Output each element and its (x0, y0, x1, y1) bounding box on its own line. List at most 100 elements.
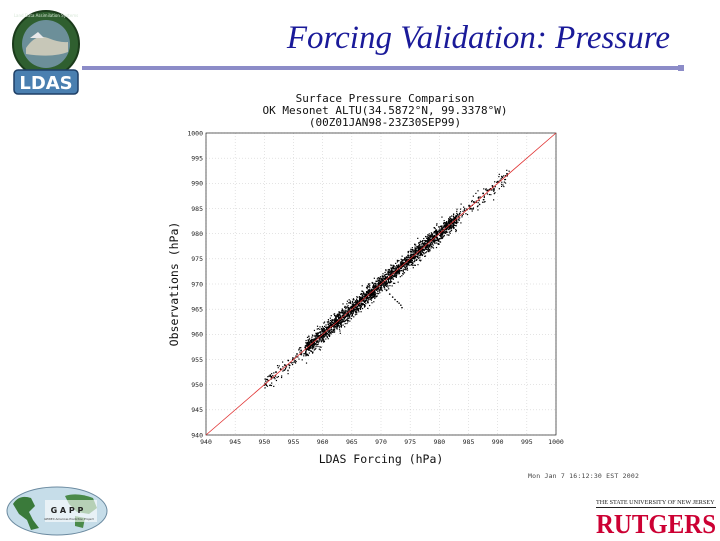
scatter-point (345, 308, 347, 310)
scatter-point (414, 264, 417, 266)
scatter-point (318, 331, 321, 333)
scatter-point (431, 242, 434, 244)
scatter-point (402, 270, 404, 272)
scatter-point (320, 332, 322, 334)
scatter-point (413, 253, 415, 256)
scatter-point (377, 277, 379, 279)
scatter-point (501, 183, 503, 185)
scatter-point (396, 261, 398, 263)
scatter-point (338, 326, 341, 328)
scatter-point (387, 285, 389, 287)
scatter-point (408, 263, 410, 265)
scatter-point (501, 175, 503, 177)
scatter-point (341, 314, 344, 316)
scatter-point (345, 310, 348, 312)
scatter-point (395, 276, 397, 278)
scatter-point (374, 285, 377, 287)
scatter-point (443, 219, 445, 222)
scatter-point (346, 319, 349, 321)
scatter-point (391, 270, 393, 272)
scatter-point (395, 262, 397, 264)
scatter-point (425, 240, 427, 242)
scatter-point (333, 329, 336, 331)
scatter-point (323, 322, 325, 324)
scatter-point (371, 290, 373, 292)
scatter-point (445, 230, 447, 233)
scatter-point (407, 252, 409, 254)
scatter-point (411, 247, 413, 249)
scatter-point (410, 254, 413, 256)
scatter-point (444, 231, 446, 234)
scatter-point (372, 285, 374, 287)
scatter-point (388, 278, 390, 280)
scatter-point (377, 280, 379, 282)
scatter-point (384, 284, 386, 286)
scatter-point (414, 251, 416, 254)
scatter-point (343, 311, 345, 313)
scatter-point (364, 301, 367, 303)
scatter-point (404, 257, 406, 259)
scatter-point (384, 281, 386, 283)
scatter-point (479, 196, 481, 198)
scatter-point (392, 270, 395, 273)
scatter-point (352, 305, 354, 307)
scatter-point (445, 228, 447, 230)
scatter-point (443, 222, 445, 224)
scatter-point (399, 266, 401, 268)
scatter-point (412, 253, 414, 256)
scatter-point (407, 255, 409, 257)
scatter-point (323, 321, 326, 323)
scatter-point (387, 281, 390, 283)
scatter-point (418, 244, 420, 246)
scatter-point (340, 324, 343, 327)
scatter-point (327, 338, 329, 340)
scatter-point (356, 298, 358, 300)
scatter-point (392, 265, 394, 267)
scatter-point (320, 346, 322, 348)
scatter-point (380, 284, 382, 287)
scatter-point (366, 296, 368, 299)
scatter-point (340, 325, 343, 328)
scatter-point (377, 279, 380, 281)
scatter-point (346, 306, 348, 308)
scatter-point (356, 301, 358, 304)
scatter-point (328, 334, 330, 337)
scatter-point (478, 200, 480, 202)
scatter-point (343, 320, 346, 323)
scatter-point (471, 201, 473, 203)
scatter-point (323, 327, 325, 330)
scatter-point (420, 247, 422, 250)
scatter-point (344, 317, 346, 319)
scatter-point (319, 338, 321, 340)
scatter-point (332, 325, 334, 328)
scatter-point (427, 241, 429, 244)
scatter-point (405, 266, 407, 268)
scatter-point (322, 329, 324, 331)
scatter-point (354, 312, 357, 314)
gapp-logo: G A P P GEWEX Americas Prediction Projec… (5, 486, 108, 536)
scatter-point (309, 345, 312, 348)
scatter-point (316, 341, 318, 343)
scatter-point (445, 229, 448, 231)
scatter-point (317, 335, 319, 338)
scatter-point (380, 287, 382, 290)
scatter-point (441, 232, 443, 234)
scatter-point (409, 258, 411, 260)
scatter-point (324, 326, 327, 328)
scatter-point (330, 315, 332, 317)
scatter-point (386, 281, 388, 283)
scatter-point (421, 245, 424, 247)
scatter-point (315, 344, 317, 346)
scatter-point (426, 236, 429, 238)
scatter-point (442, 232, 444, 234)
scatter-point (498, 173, 500, 175)
scatter-point (377, 288, 379, 290)
scatter-point (343, 311, 346, 314)
scatter-point (318, 340, 320, 342)
scatter-point (491, 189, 493, 191)
scatter-point (402, 263, 404, 266)
scatter-point (272, 377, 274, 379)
scatter-point (312, 339, 314, 342)
scatter-point (294, 359, 296, 362)
scatter-point (377, 284, 379, 286)
